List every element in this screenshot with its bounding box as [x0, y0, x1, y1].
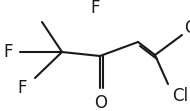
- Text: Cl: Cl: [172, 87, 188, 105]
- Text: F: F: [90, 0, 100, 17]
- Text: F: F: [17, 79, 27, 97]
- Text: F: F: [3, 43, 13, 61]
- Text: Cl: Cl: [184, 19, 190, 37]
- Text: O: O: [94, 94, 108, 111]
